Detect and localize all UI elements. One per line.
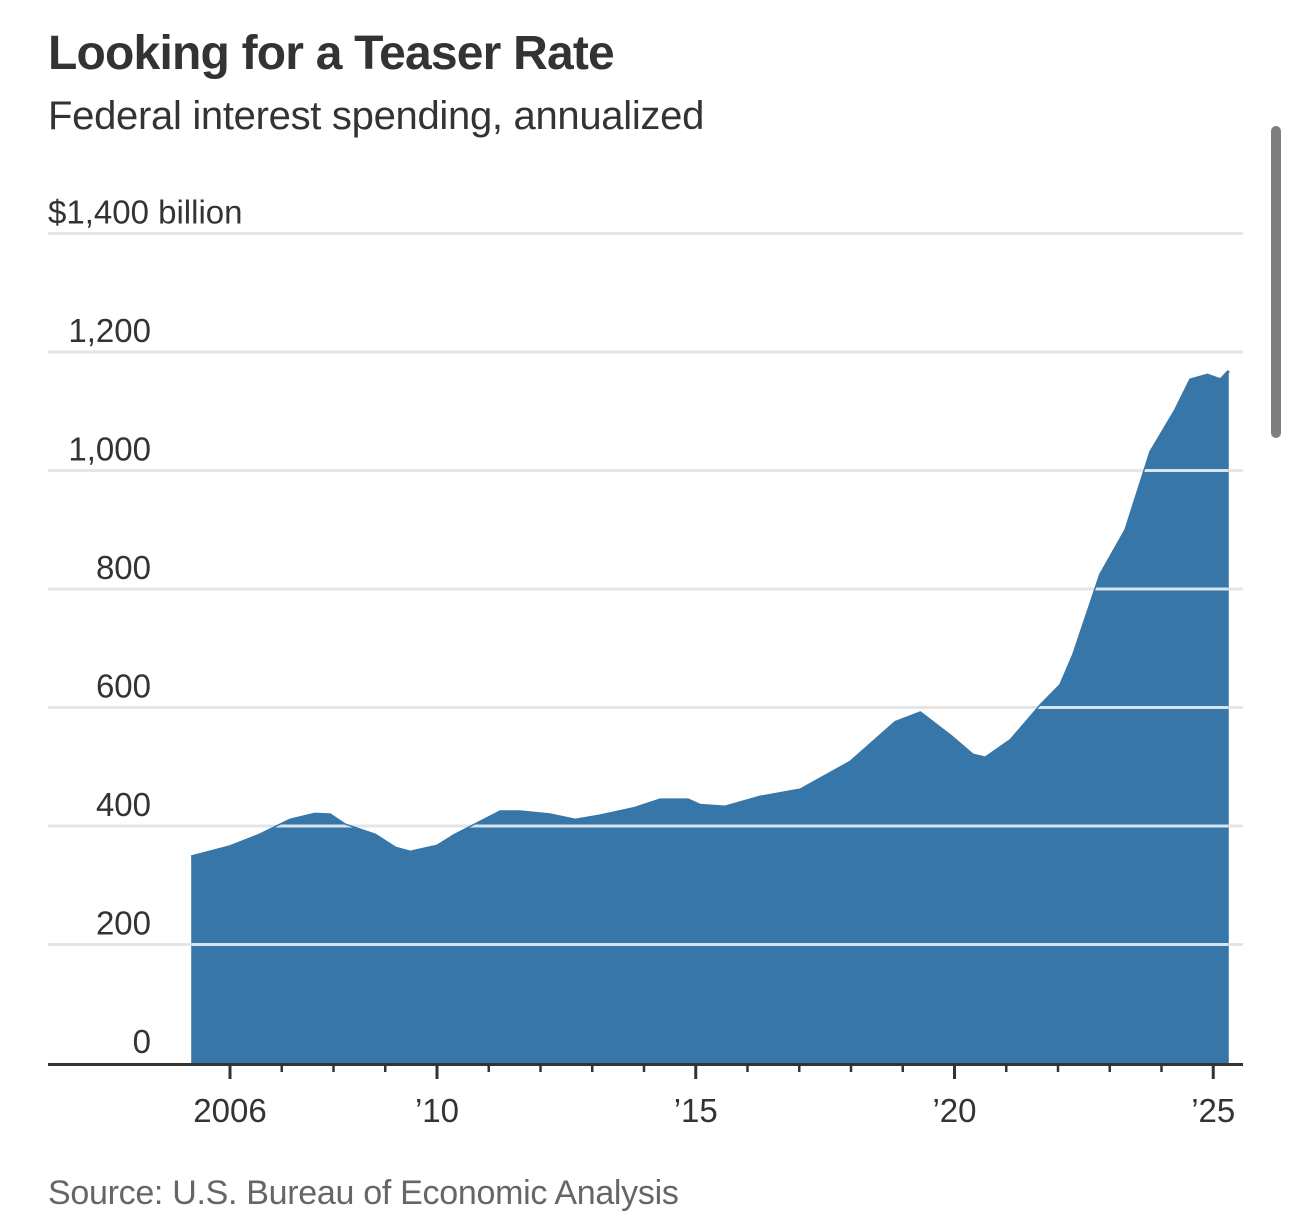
y-tick-label: 1,000 <box>68 431 151 468</box>
x-tick-label: ’20 <box>932 1092 976 1129</box>
chart-subtitle: Federal interest spending, annualized <box>48 94 705 138</box>
x-tick-label: ’10 <box>415 1092 459 1129</box>
series-line <box>190 369 1230 859</box>
area-series <box>191 371 1229 1063</box>
chart-title: Looking for a Teaser Rate <box>48 27 615 80</box>
y-tick-label: 800 <box>96 549 151 586</box>
x-tick-label: ’25 <box>1191 1092 1235 1129</box>
source-note: Source: U.S. Bureau of Economic Analysis <box>48 1174 679 1212</box>
x-axis: 2006 ’10 ’15 ’20 ’25 <box>48 1063 1243 1129</box>
y-tick-label: 200 <box>96 905 151 942</box>
y-tick-label: 0 <box>133 1023 151 1060</box>
x-tick-label: ’15 <box>674 1092 718 1129</box>
y-tick-label: 400 <box>96 786 151 823</box>
y-tick-label: 600 <box>96 668 151 705</box>
x-tick-label: 2006 <box>193 1092 266 1129</box>
area-layer <box>190 369 1230 1063</box>
y-tick-label: $1,400 billion <box>48 194 243 231</box>
vertical-scrollbar[interactable] <box>1271 126 1281 438</box>
y-tick-label: 1,200 <box>68 312 151 349</box>
y-axis-labels: 0 200 400 600 800 1,000 1,200 $1,400 billion <box>48 194 243 1061</box>
